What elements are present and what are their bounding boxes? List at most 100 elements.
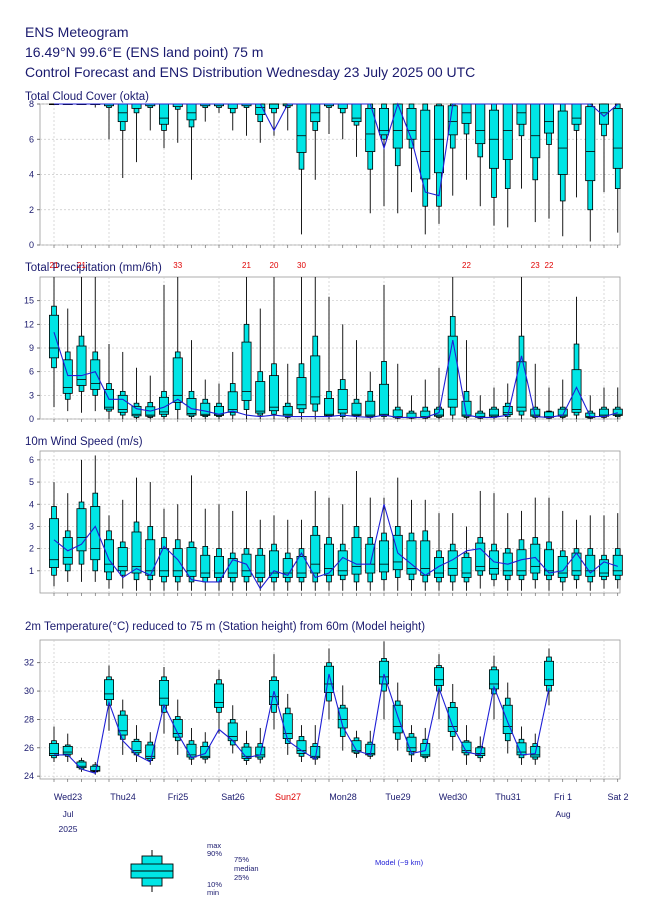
ens-box — [488, 103, 499, 226]
ens-box — [172, 103, 183, 143]
ens-box — [62, 733, 73, 762]
ens-box — [420, 103, 431, 235]
ens-box-25-75 — [585, 106, 596, 182]
day-label: Wed23 — [54, 792, 82, 802]
ens-box — [76, 277, 87, 413]
ens-box — [516, 510, 527, 591]
ens-box-25-75 — [337, 389, 348, 414]
ens-box-25-75 — [62, 745, 73, 755]
ens-box-25-75 — [255, 554, 266, 578]
ens-box — [131, 725, 142, 762]
ens-box-25-75 — [461, 557, 472, 578]
ens-box — [200, 379, 211, 419]
ens-box — [241, 277, 252, 419]
ens-box — [296, 277, 307, 419]
ens-box — [571, 296, 582, 419]
ens-box — [104, 103, 115, 140]
ens-box-25-75 — [475, 103, 486, 145]
ens-box — [406, 395, 417, 419]
ens-box-25-75 — [296, 377, 307, 410]
ens-box — [365, 371, 376, 419]
ens-box-25-75 — [323, 398, 334, 416]
ens-box-25-75 — [378, 540, 389, 573]
month-label: Jul — [63, 809, 74, 819]
ens-box — [475, 395, 486, 419]
ens-box-25-75 — [268, 375, 279, 412]
ens-box-25-75 — [557, 408, 568, 417]
ens-box-25-75 — [571, 369, 582, 413]
ens-box — [255, 308, 266, 419]
exceed-value-label: 21 — [242, 261, 251, 270]
ens-box — [62, 493, 73, 582]
ens-box-25-75 — [200, 554, 211, 578]
ens-box-25-75 — [117, 714, 128, 736]
exceed-value-label: 22 — [462, 261, 471, 270]
ens-box — [392, 103, 403, 214]
y-tick-label: 4 — [29, 170, 34, 180]
ens-box — [268, 515, 279, 591]
panel-title: 2m Temperature(°C) reduced to 75 m (Stat… — [25, 621, 425, 633]
y-tick-label: 1 — [29, 566, 34, 576]
ens-box — [433, 513, 444, 591]
ens-box-25-75 — [461, 400, 472, 417]
ens-box-25-75 — [599, 103, 610, 125]
ens-box — [76, 459, 87, 582]
ens-box — [378, 641, 389, 720]
ens-box — [475, 736, 486, 762]
ens-box — [571, 519, 582, 589]
exceed-value-label: 21 — [50, 261, 59, 270]
ens-box-25-75 — [612, 108, 623, 169]
ens-box-25-75 — [104, 539, 115, 573]
ens-box — [49, 277, 60, 408]
ens-box-25-75 — [461, 103, 472, 124]
ens-box-25-75 — [378, 383, 389, 416]
ens-box-25-75 — [200, 745, 211, 759]
ens-box-25-75 — [351, 537, 362, 575]
ens-box — [145, 482, 156, 591]
ens-box — [145, 103, 156, 131]
ens-box — [323, 296, 334, 419]
ens-box-25-75 — [200, 402, 211, 416]
ens-box — [557, 103, 568, 237]
ens-box — [461, 340, 472, 419]
ens-box — [213, 504, 224, 591]
ens-box — [530, 103, 541, 223]
ens-box — [447, 277, 458, 419]
day-label: Thu24 — [110, 792, 136, 802]
ens-box — [612, 387, 623, 419]
ens-box-25-75 — [158, 680, 169, 706]
ens-box-25-75 — [406, 540, 417, 575]
ens-box-25-75 — [502, 704, 513, 735]
ens-box-25-75 — [392, 704, 403, 734]
ens-box-25-75 — [186, 398, 197, 416]
ens-box — [585, 103, 596, 242]
y-tick-label: 3 — [29, 390, 34, 400]
ens-box — [282, 103, 293, 131]
ens-box-25-75 — [557, 110, 568, 175]
ens-box-25-75 — [213, 555, 224, 578]
ens-box — [158, 508, 169, 591]
ens-box — [420, 727, 431, 762]
exceed-value-label: 21 — [77, 261, 86, 270]
ens-box-25-75 — [447, 105, 458, 136]
ens-box-25-75 — [117, 547, 128, 572]
ens-box — [323, 103, 334, 134]
y-tick-label: 4 — [29, 499, 34, 509]
ens-box-25-75 — [227, 558, 238, 578]
ens-box-25-75 — [433, 557, 444, 578]
exceed-value-label: 30 — [297, 261, 306, 270]
ens-box — [351, 103, 362, 157]
ens-box-25-75 — [406, 736, 417, 752]
ens-box-25-75 — [488, 408, 499, 417]
ens-box-25-75 — [544, 660, 555, 686]
ens-box — [172, 699, 183, 755]
ens-box — [131, 477, 142, 591]
ens-box-25-75 — [158, 548, 169, 577]
ens-box — [158, 284, 169, 419]
ens-box-25-75 — [104, 679, 115, 700]
ens-box-25-75 — [323, 665, 334, 693]
ens-box-25-75 — [365, 108, 376, 152]
ens-box-25-75 — [571, 103, 582, 125]
day-label: Tue29 — [385, 792, 410, 802]
ens-box — [104, 665, 115, 731]
